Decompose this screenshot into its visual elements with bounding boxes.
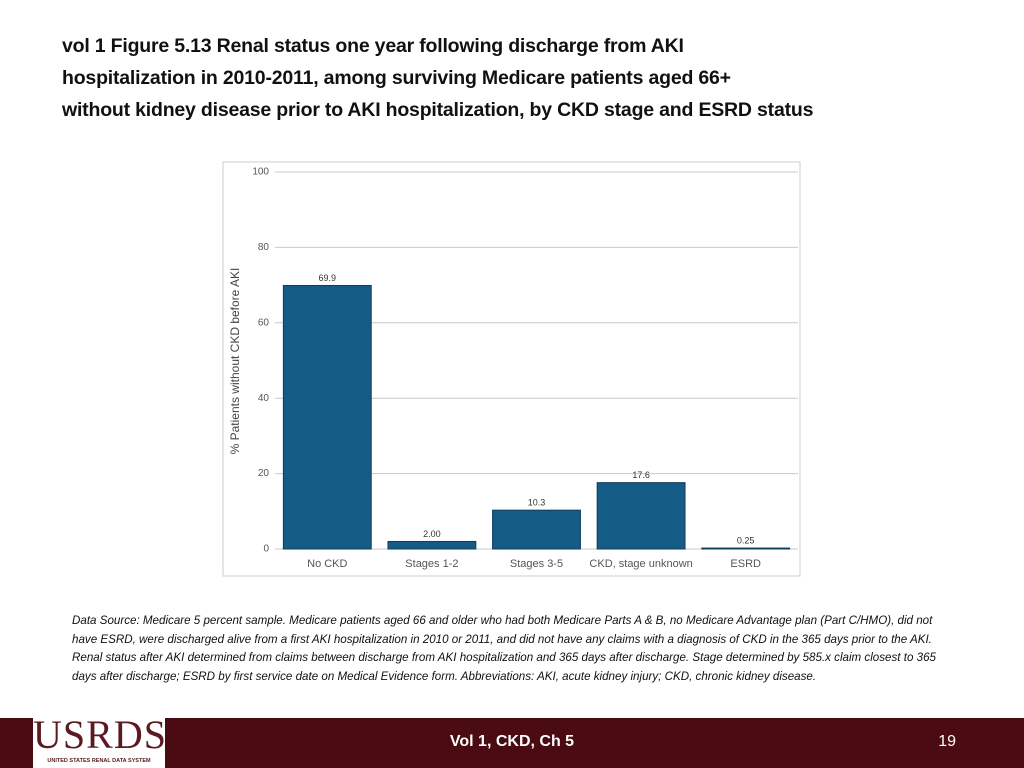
y-tick-label: 80 — [258, 242, 270, 253]
title-line: vol 1 Figure 5.13 Renal status one year … — [62, 35, 684, 57]
x-tick-label: No CKD — [307, 558, 347, 570]
x-tick-label: Stages 3-5 — [510, 558, 563, 570]
footer: USRDS UNITED STATES RENAL DATA SYSTEM Vo… — [0, 712, 1024, 768]
y-tick-label: 20 — [258, 468, 270, 479]
x-tick-label: CKD, stage unknown — [589, 558, 692, 570]
footer-text: Vol 1, CKD, Ch 5 — [449, 733, 575, 750]
bar — [282, 284, 372, 550]
logo-text: USRDS — [33, 712, 167, 757]
value-label: 2.00 — [423, 529, 441, 539]
y-tick-label: 40 — [258, 393, 270, 404]
value-label: 69.9 — [319, 273, 337, 283]
y-axis-label: % Patients without CKD before AKI — [228, 268, 242, 455]
value-label: 17.6 — [632, 470, 650, 480]
x-tick-label: Stages 1-2 — [405, 558, 458, 570]
value-label: 0.25 — [737, 535, 755, 545]
title-line: hospitalization in 2010-2011, among surv… — [62, 67, 731, 89]
bar — [387, 540, 477, 550]
y-tick-label: 60 — [258, 317, 270, 328]
y-tick-label: 100 — [252, 167, 269, 178]
bar — [492, 509, 581, 550]
footnote: Data Source: Medicare 5 percent sample. … — [72, 614, 936, 683]
page-number: 19 — [938, 733, 956, 750]
logo-subtitle: UNITED STATES RENAL DATA SYSTEM — [47, 758, 151, 764]
logo: USRDS UNITED STATES RENAL DATA SYSTEM — [33, 712, 167, 768]
slide-title: vol 1 Figure 5.13 Renal status one year … — [62, 30, 813, 126]
value-label: 10.3 — [528, 498, 546, 508]
bar — [701, 547, 791, 550]
y-tick-label: 0 — [263, 544, 269, 555]
x-tick-label: ESRD — [730, 558, 761, 570]
title-line: without kidney disease prior to AKI hosp… — [62, 99, 814, 121]
chart: % Patients without CKD before AKI 0 20 40 6… — [222, 161, 801, 577]
bar — [596, 482, 686, 550]
